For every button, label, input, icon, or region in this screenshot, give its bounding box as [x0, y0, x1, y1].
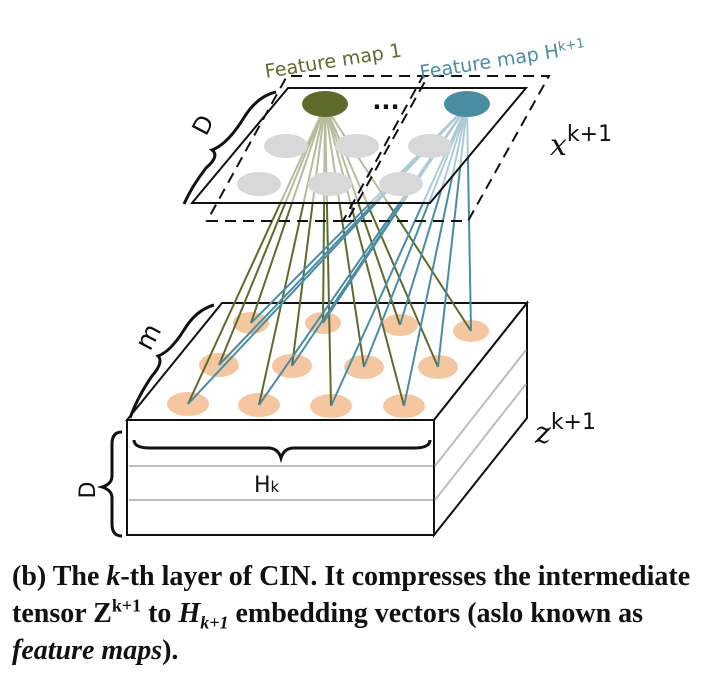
caption-h-subscript: k+1	[200, 613, 228, 633]
feature-map-h-box	[341, 75, 551, 222]
hk-brace	[132, 439, 432, 464]
gray-node	[308, 172, 352, 196]
gray-node	[408, 134, 452, 158]
feature-map-h-node	[444, 91, 490, 117]
m-label: m	[130, 319, 168, 355]
z-block-side-face	[433, 300, 528, 538]
caption-after-k: -th layer of CIN. It compresses the inte…	[12, 561, 691, 629]
caption-h: H	[178, 598, 201, 629]
z-embeddings	[167, 312, 489, 418]
caption-after-h: embedding vectors (aslo known as	[228, 598, 644, 629]
figure-caption: (b) The k-th layer of CIN. It compresses…	[12, 558, 707, 669]
x-label-base: x	[550, 128, 567, 163]
hk-label: Hk	[254, 473, 280, 498]
x-tensor-label: xk+1	[550, 122, 612, 163]
z-label-base: z	[534, 416, 551, 451]
feature-map-h-text: Feature map H	[418, 40, 560, 84]
d-top-brace	[182, 90, 277, 205]
z-tensor-label: zk+1	[534, 410, 596, 451]
gray-node	[264, 134, 308, 158]
hk-label-subscript: k	[271, 478, 280, 496]
m-brace	[128, 303, 215, 419]
feature-map-h-label: Feature map Hk+1	[418, 36, 586, 84]
caption-prefix: (b) The	[12, 561, 107, 592]
feature-map-1-box	[205, 75, 430, 222]
z-label-superscript: k+1	[551, 410, 596, 435]
feature-map-1-node	[302, 91, 348, 117]
cin-layer-diagram: ... Feature map 1 Feature map Hk+1 xk+1 …	[76, 36, 612, 538]
x-gray-nodes	[237, 134, 452, 196]
z-block-layer-lines	[129, 349, 527, 501]
caption-z-superscript: k+1	[111, 595, 142, 616]
gray-node	[237, 172, 281, 196]
caption-feature-maps: feature maps	[12, 635, 163, 666]
caption-suffix: ).	[162, 635, 179, 666]
caption-k: k	[106, 561, 121, 592]
ellipsis: ...	[372, 87, 399, 115]
feature-map-h-subscript: k+1	[557, 36, 586, 55]
gray-node	[379, 172, 423, 196]
caption-h-subscript-text: k+1	[200, 612, 229, 633]
d-bottom-brace	[96, 430, 123, 538]
hk-label-base: H	[254, 473, 271, 498]
d-top-label: D	[187, 110, 220, 139]
z-block-front-face	[126, 419, 435, 536]
caption-to: to	[141, 598, 179, 629]
gray-node	[335, 134, 379, 158]
d-bottom-label: D	[76, 482, 101, 499]
x-label-superscript: k+1	[567, 122, 612, 147]
feature-map-dashed-boxes	[205, 75, 551, 222]
